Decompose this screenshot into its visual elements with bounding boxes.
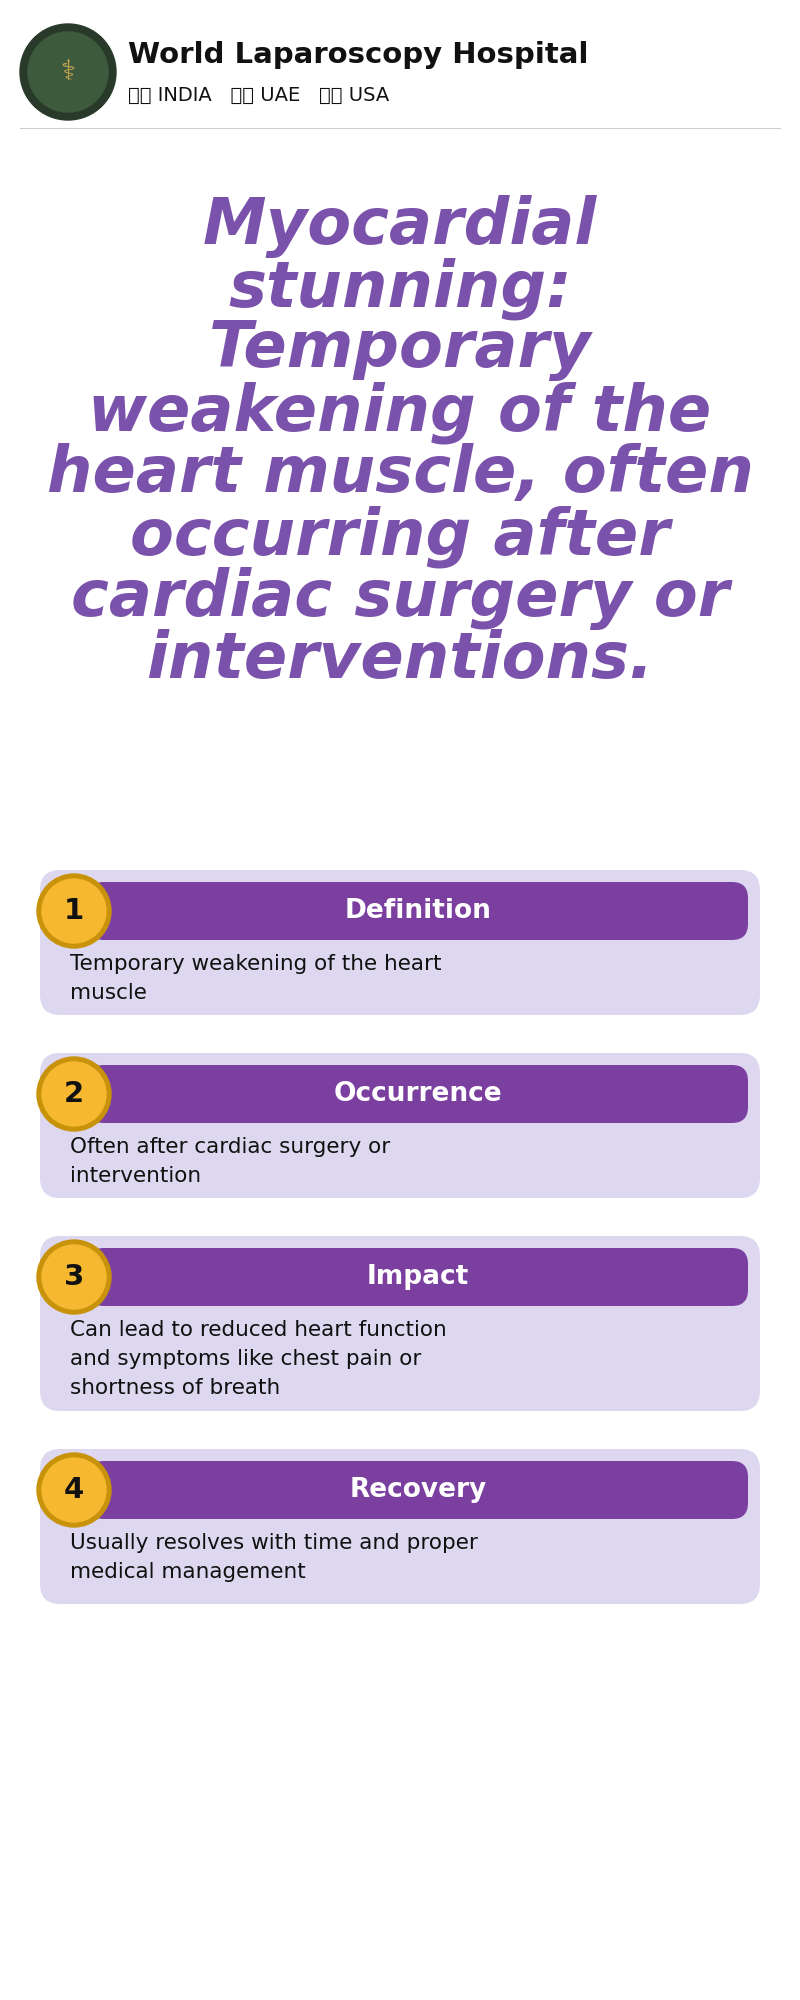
FancyBboxPatch shape	[88, 1248, 748, 1306]
FancyBboxPatch shape	[40, 1448, 760, 1604]
Text: 1: 1	[64, 896, 84, 924]
FancyBboxPatch shape	[40, 1052, 760, 1198]
FancyBboxPatch shape	[88, 1064, 748, 1124]
Circle shape	[37, 874, 111, 948]
FancyBboxPatch shape	[40, 1236, 760, 1412]
Text: 3: 3	[64, 1264, 84, 1292]
FancyBboxPatch shape	[88, 882, 748, 940]
Circle shape	[42, 880, 106, 944]
Circle shape	[37, 1240, 111, 1314]
FancyBboxPatch shape	[40, 870, 760, 1016]
Text: Occurrence: Occurrence	[334, 1080, 502, 1108]
Circle shape	[20, 24, 116, 120]
Text: weakening of the: weakening of the	[88, 380, 712, 444]
FancyBboxPatch shape	[88, 1460, 748, 1520]
Text: heart muscle, often: heart muscle, often	[46, 444, 754, 504]
Text: cardiac surgery or: cardiac surgery or	[71, 568, 729, 630]
Text: interventions.: interventions.	[146, 628, 654, 692]
Text: Myocardial: Myocardial	[203, 196, 597, 258]
Text: Definition: Definition	[345, 898, 491, 924]
Text: Often after cardiac surgery or
intervention: Often after cardiac surgery or intervent…	[70, 1136, 390, 1186]
Text: Impact: Impact	[367, 1264, 469, 1290]
Circle shape	[37, 1452, 111, 1528]
Circle shape	[42, 1244, 106, 1308]
Circle shape	[28, 32, 108, 112]
Text: Usually resolves with time and proper
medical management: Usually resolves with time and proper me…	[70, 1532, 478, 1582]
Text: World Laparoscopy Hospital: World Laparoscopy Hospital	[128, 40, 589, 68]
Text: 🇮🇳 INDIA   🇦🇪 UAE   🇺🇸 USA: 🇮🇳 INDIA 🇦🇪 UAE 🇺🇸 USA	[128, 86, 390, 104]
Text: ⚕: ⚕	[61, 58, 75, 86]
Text: Recovery: Recovery	[350, 1476, 486, 1504]
Text: Can lead to reduced heart function
and symptoms like chest pain or
shortness of : Can lead to reduced heart function and s…	[70, 1320, 446, 1398]
Text: stunning:: stunning:	[228, 256, 572, 320]
Circle shape	[42, 1062, 106, 1126]
Text: 4: 4	[64, 1476, 84, 1504]
Text: occurring after: occurring after	[130, 504, 670, 568]
Circle shape	[37, 1056, 111, 1132]
Text: Temporary: Temporary	[209, 318, 591, 380]
Text: Temporary weakening of the heart
muscle: Temporary weakening of the heart muscle	[70, 954, 442, 1002]
Circle shape	[42, 1458, 106, 1522]
Text: 2: 2	[64, 1080, 84, 1108]
